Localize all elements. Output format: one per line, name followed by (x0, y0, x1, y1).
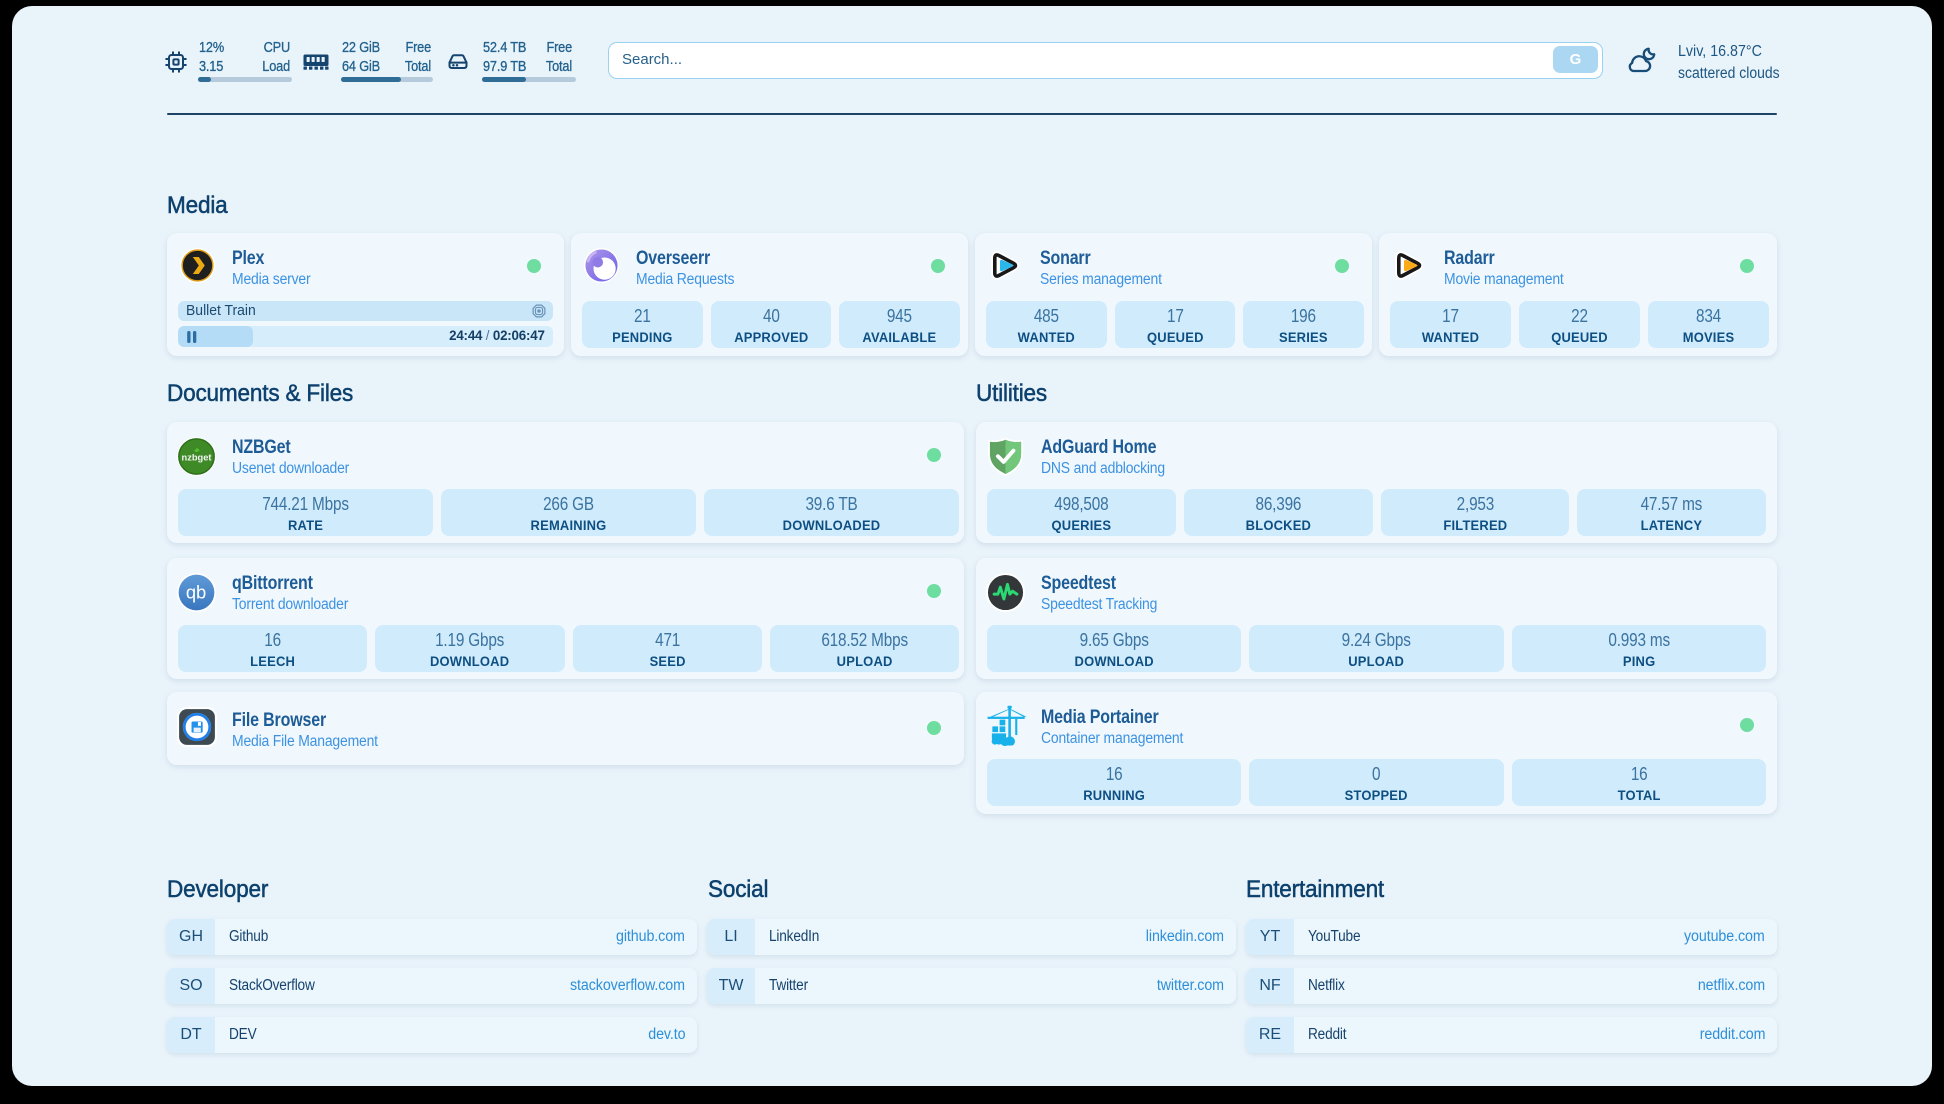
svg-text:qb: qb (186, 582, 206, 603)
svg-text:nzbget: nzbget (182, 452, 212, 462)
